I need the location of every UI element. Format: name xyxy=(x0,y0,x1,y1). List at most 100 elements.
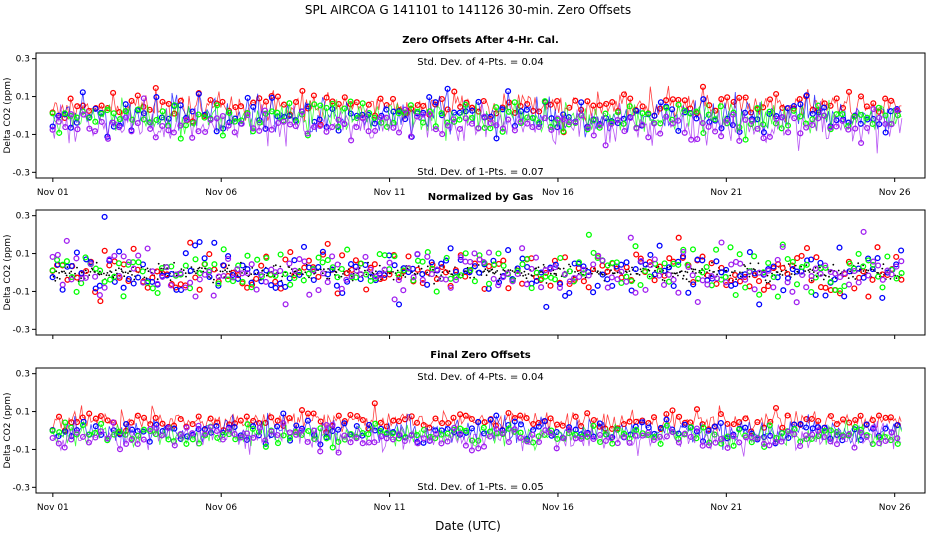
data-point xyxy=(110,89,117,96)
data-point xyxy=(171,442,178,449)
data-point xyxy=(551,264,559,271)
data-point xyxy=(315,264,322,271)
data-point xyxy=(469,437,476,444)
data-point xyxy=(444,122,451,129)
data-point xyxy=(779,243,786,251)
data-point xyxy=(597,270,599,272)
data-point xyxy=(383,114,390,121)
data-point xyxy=(705,111,712,118)
data-point xyxy=(79,102,87,109)
data-point xyxy=(426,111,434,118)
data-point xyxy=(875,412,883,419)
data-point xyxy=(803,92,810,99)
x-tick-label: Nov 16 xyxy=(542,503,574,513)
panel-1: Zero Offsets After 4-Hr. Cal. -0.3 -0.1 0.1… xyxy=(3,35,926,198)
data-point xyxy=(549,272,552,275)
data-point xyxy=(120,284,127,291)
data-point xyxy=(244,111,251,119)
data-point xyxy=(140,279,147,286)
data-point xyxy=(847,277,850,279)
data-point xyxy=(64,276,71,283)
data-point xyxy=(386,259,393,266)
data-point xyxy=(82,254,89,261)
data-point xyxy=(457,103,464,110)
data-point xyxy=(633,107,640,114)
figure-title: SPL AIRCOA G 141101 to 141126 30-min. Ze… xyxy=(305,3,631,17)
data-point xyxy=(433,288,440,295)
data-point xyxy=(287,281,294,288)
data-point xyxy=(676,272,678,274)
data-point xyxy=(358,260,365,267)
data-point xyxy=(682,274,685,277)
plot-area xyxy=(49,400,903,457)
data-point xyxy=(822,292,829,299)
data-point xyxy=(68,436,75,443)
data-point xyxy=(548,126,555,133)
data-point xyxy=(877,272,880,274)
data-point xyxy=(192,242,199,249)
data-point xyxy=(333,282,340,289)
data-point xyxy=(839,117,846,124)
data-point xyxy=(596,420,603,427)
data-point xyxy=(879,284,886,291)
data-point xyxy=(681,430,688,437)
x-tick-label: Nov 06 xyxy=(205,188,237,198)
data-point xyxy=(438,260,445,267)
data-point xyxy=(870,100,877,107)
data-point xyxy=(870,424,877,431)
data-point xyxy=(730,433,737,440)
data-point xyxy=(438,95,445,103)
data-point xyxy=(519,261,526,268)
data-point xyxy=(160,267,163,270)
data-point xyxy=(682,277,684,280)
data-point xyxy=(230,274,237,281)
data-point xyxy=(690,268,693,270)
data-point xyxy=(693,425,700,432)
data-point xyxy=(353,99,360,106)
data-point xyxy=(867,269,870,272)
data-point xyxy=(827,278,834,286)
data-point xyxy=(724,444,731,451)
data-point xyxy=(305,263,308,266)
data-point xyxy=(790,273,793,275)
data-point xyxy=(123,440,130,447)
data-point xyxy=(673,272,676,275)
data-point xyxy=(685,278,688,281)
data-point xyxy=(790,107,797,114)
data-point xyxy=(657,130,664,137)
data-point xyxy=(535,419,542,426)
data-point xyxy=(685,289,692,296)
data-point xyxy=(613,265,620,272)
data-point xyxy=(406,267,409,270)
data-point xyxy=(122,108,129,115)
data-point xyxy=(882,129,889,136)
data-point xyxy=(173,261,176,264)
data-point xyxy=(530,420,537,428)
data-point xyxy=(535,267,537,270)
data-point xyxy=(480,443,488,450)
data-point xyxy=(292,98,300,106)
data-point xyxy=(462,250,469,257)
data-point xyxy=(898,247,905,254)
data-point xyxy=(547,415,554,422)
data-point xyxy=(277,267,284,274)
data-point xyxy=(532,254,540,261)
data-point xyxy=(338,265,345,273)
x-tick-label: Nov 11 xyxy=(374,503,406,513)
data-point xyxy=(395,110,402,117)
data-point xyxy=(621,433,628,440)
data-point xyxy=(134,440,141,448)
data-point xyxy=(490,257,497,264)
data-point xyxy=(299,87,306,94)
data-point xyxy=(704,281,711,288)
data-point xyxy=(882,437,889,445)
data-point xyxy=(262,125,269,132)
data-point xyxy=(462,442,469,449)
data-point xyxy=(207,116,214,123)
data-point xyxy=(268,414,275,421)
data-point xyxy=(214,434,221,441)
data-point xyxy=(274,417,281,424)
data-point xyxy=(347,261,355,268)
data-point xyxy=(481,419,488,426)
data-point xyxy=(323,435,330,442)
